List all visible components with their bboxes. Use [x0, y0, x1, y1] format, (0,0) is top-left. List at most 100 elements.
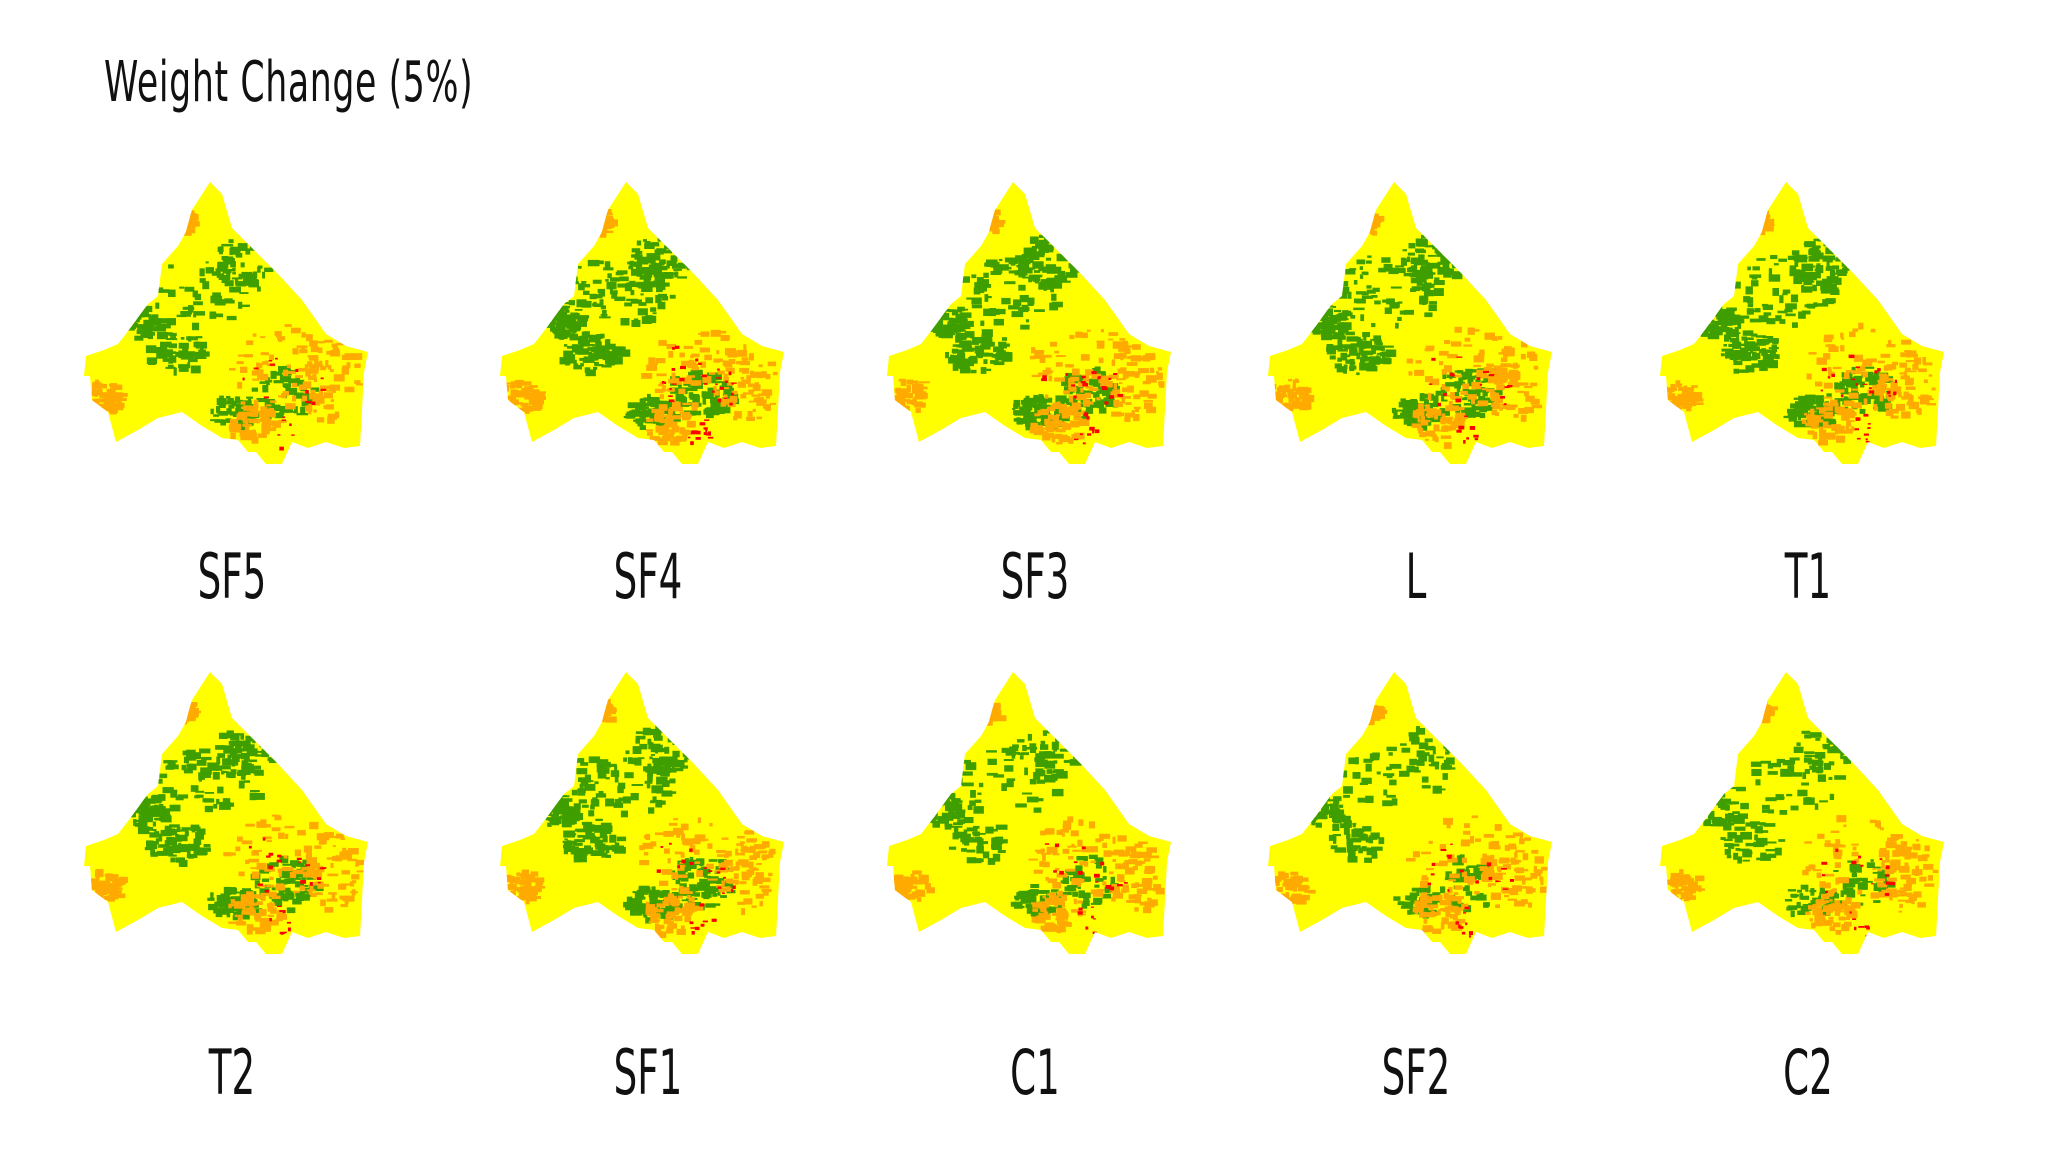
map-cell: [656, 791, 662, 794]
map-cell: [1680, 402, 1686, 405]
map-cell: [1683, 402, 1693, 405]
map-cell: [1033, 429, 1045, 436]
map-cell: [1837, 399, 1844, 402]
map-cell: [595, 818, 603, 821]
map-cell: [180, 352, 190, 360]
map-cell: [1668, 387, 1678, 391]
map-cell: [236, 741, 249, 744]
map-cell: [557, 307, 569, 311]
map-cell: [672, 401, 681, 409]
map-cell: [675, 393, 682, 402]
map-cell: [1747, 266, 1751, 271]
map-cell: [1001, 337, 1008, 341]
map-cell: [1395, 322, 1399, 329]
map-cell: [699, 878, 709, 887]
map-cell: [747, 411, 753, 417]
map-cell: [1421, 234, 1430, 239]
map-cell: [609, 834, 617, 843]
map-cell: [1460, 390, 1468, 395]
map-cell: [235, 891, 248, 894]
map-cell: [650, 362, 658, 365]
map-cell: [1065, 272, 1078, 278]
map-cell: [138, 324, 148, 329]
map-cell: [1357, 214, 1368, 218]
map-cell: [1755, 212, 1760, 217]
map-cell: [282, 910, 286, 914]
map-cell: [553, 326, 564, 335]
map-cell: [1491, 336, 1498, 341]
map-cell: [690, 430, 697, 435]
map-cell: [945, 352, 949, 359]
map-cell: [1363, 217, 1372, 220]
map-cell: [1815, 381, 1823, 387]
map-cell: [1502, 374, 1508, 382]
map-cell: [581, 283, 591, 288]
map-cell: [207, 762, 220, 770]
map-cell: [717, 398, 722, 403]
map-cell: [981, 212, 991, 216]
map-cell: [1787, 411, 1798, 419]
map-cell: [178, 221, 186, 228]
map-cell: [892, 404, 897, 408]
map-cell: [1751, 333, 1758, 337]
map-cell: [1337, 281, 1349, 287]
map-cell: [248, 762, 252, 769]
map-cell: [659, 382, 664, 386]
map-cell: [547, 817, 553, 821]
map-cell: [1371, 214, 1377, 218]
map-cell: [1157, 367, 1163, 371]
map-cell: [1502, 404, 1511, 410]
map-cell: [264, 360, 269, 365]
map-cell: [274, 815, 282, 821]
map-cell: [216, 756, 221, 765]
map-cell: [1471, 399, 1475, 405]
map-cell: [1416, 409, 1425, 416]
map-cell: [535, 391, 546, 394]
map-cell: [227, 269, 233, 272]
map-cell: [90, 399, 97, 404]
map-cell: [210, 892, 214, 899]
map-cell: [248, 759, 258, 762]
map-cell: [1320, 305, 1325, 313]
map-cell: [611, 844, 616, 852]
map-cell: [653, 757, 665, 765]
map-cell: [1374, 339, 1382, 345]
map-cell: [618, 349, 631, 357]
map-cell: [1423, 290, 1434, 297]
map-cell: [1428, 403, 1439, 408]
map-cell: [273, 380, 284, 384]
map-cell: [689, 856, 694, 864]
map-cell: [1443, 240, 1451, 244]
map-cell: [664, 423, 673, 428]
map-cell: [1717, 316, 1721, 321]
map-cell: [1053, 402, 1061, 408]
map-cell: [1436, 247, 1444, 255]
map-cell: [704, 419, 710, 421]
map-cell: [133, 808, 140, 814]
map-cell: [1124, 347, 1131, 354]
map-cell: [204, 792, 215, 794]
map-cell: [1353, 298, 1360, 304]
map-cell: [244, 425, 250, 433]
map-cell: [948, 328, 955, 336]
map-cell: [1361, 227, 1367, 234]
map-cell: [981, 227, 985, 230]
map-cell: [710, 402, 720, 410]
map-cell: [279, 910, 283, 912]
map-cell: [241, 415, 248, 421]
map-cell: [604, 767, 610, 774]
map-cell: [607, 273, 612, 279]
map-cell: [1681, 390, 1689, 396]
map-cell: [266, 884, 275, 888]
map-cell: [660, 759, 671, 766]
map-cell: [1371, 348, 1376, 355]
map-cell: [1751, 219, 1763, 227]
map-cell: [1020, 324, 1030, 330]
map-cell: [190, 824, 200, 827]
map-cell: [978, 226, 986, 233]
map-cell: [196, 828, 206, 835]
map-cell: [722, 360, 733, 366]
map-cell: [580, 762, 589, 766]
map-cell: [1108, 338, 1114, 341]
map-cell: [993, 266, 1003, 274]
